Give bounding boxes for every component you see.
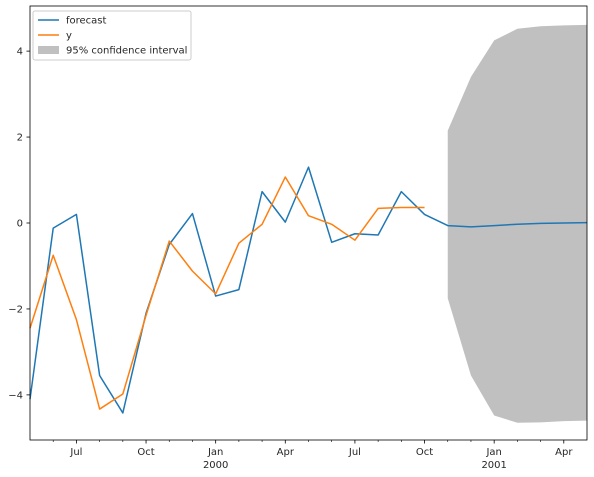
y-axis: −4 −2 0 2 4 <box>8 47 30 401</box>
x-tick-sublabel: 2000 <box>203 460 228 471</box>
legend: forecast y 95% confidence interval <box>32 10 192 61</box>
series-line-y <box>29 176 425 410</box>
legend-label-y: y <box>66 31 72 42</box>
x-tick-label: Jul <box>348 447 361 458</box>
series-layer <box>29 166 588 414</box>
legend-label-confidence-interval: 95% confidence interval <box>66 46 187 57</box>
x-tick-label: Oct <box>137 447 154 458</box>
y-tick-label: 2 <box>17 133 23 144</box>
x-tick-label: Jul <box>69 447 82 458</box>
y-tick-label: −4 <box>8 390 23 401</box>
plot-area <box>29 5 588 441</box>
x-tick-label: Jan <box>207 447 223 458</box>
y-tick-label: −2 <box>8 304 23 315</box>
y-tick-label: 4 <box>17 47 23 58</box>
y-tick-label: 0 <box>17 219 23 230</box>
x-tick-label: Oct <box>416 447 433 458</box>
series-line-forecast <box>29 166 588 414</box>
legend-patch-confidence-interval <box>38 46 59 54</box>
legend-frame <box>32 10 192 61</box>
legend-label-forecast: forecast <box>66 16 107 27</box>
x-tick-sublabel: 2001 <box>481 460 506 471</box>
x-axis: Jul Oct Jan 2000 Apr Jul Oct Jan 2001 Apr <box>52 440 573 471</box>
x-tick-label: Apr <box>277 447 295 458</box>
x-tick-label: Apr <box>555 447 573 458</box>
x-tick-label: Jan <box>485 447 501 458</box>
